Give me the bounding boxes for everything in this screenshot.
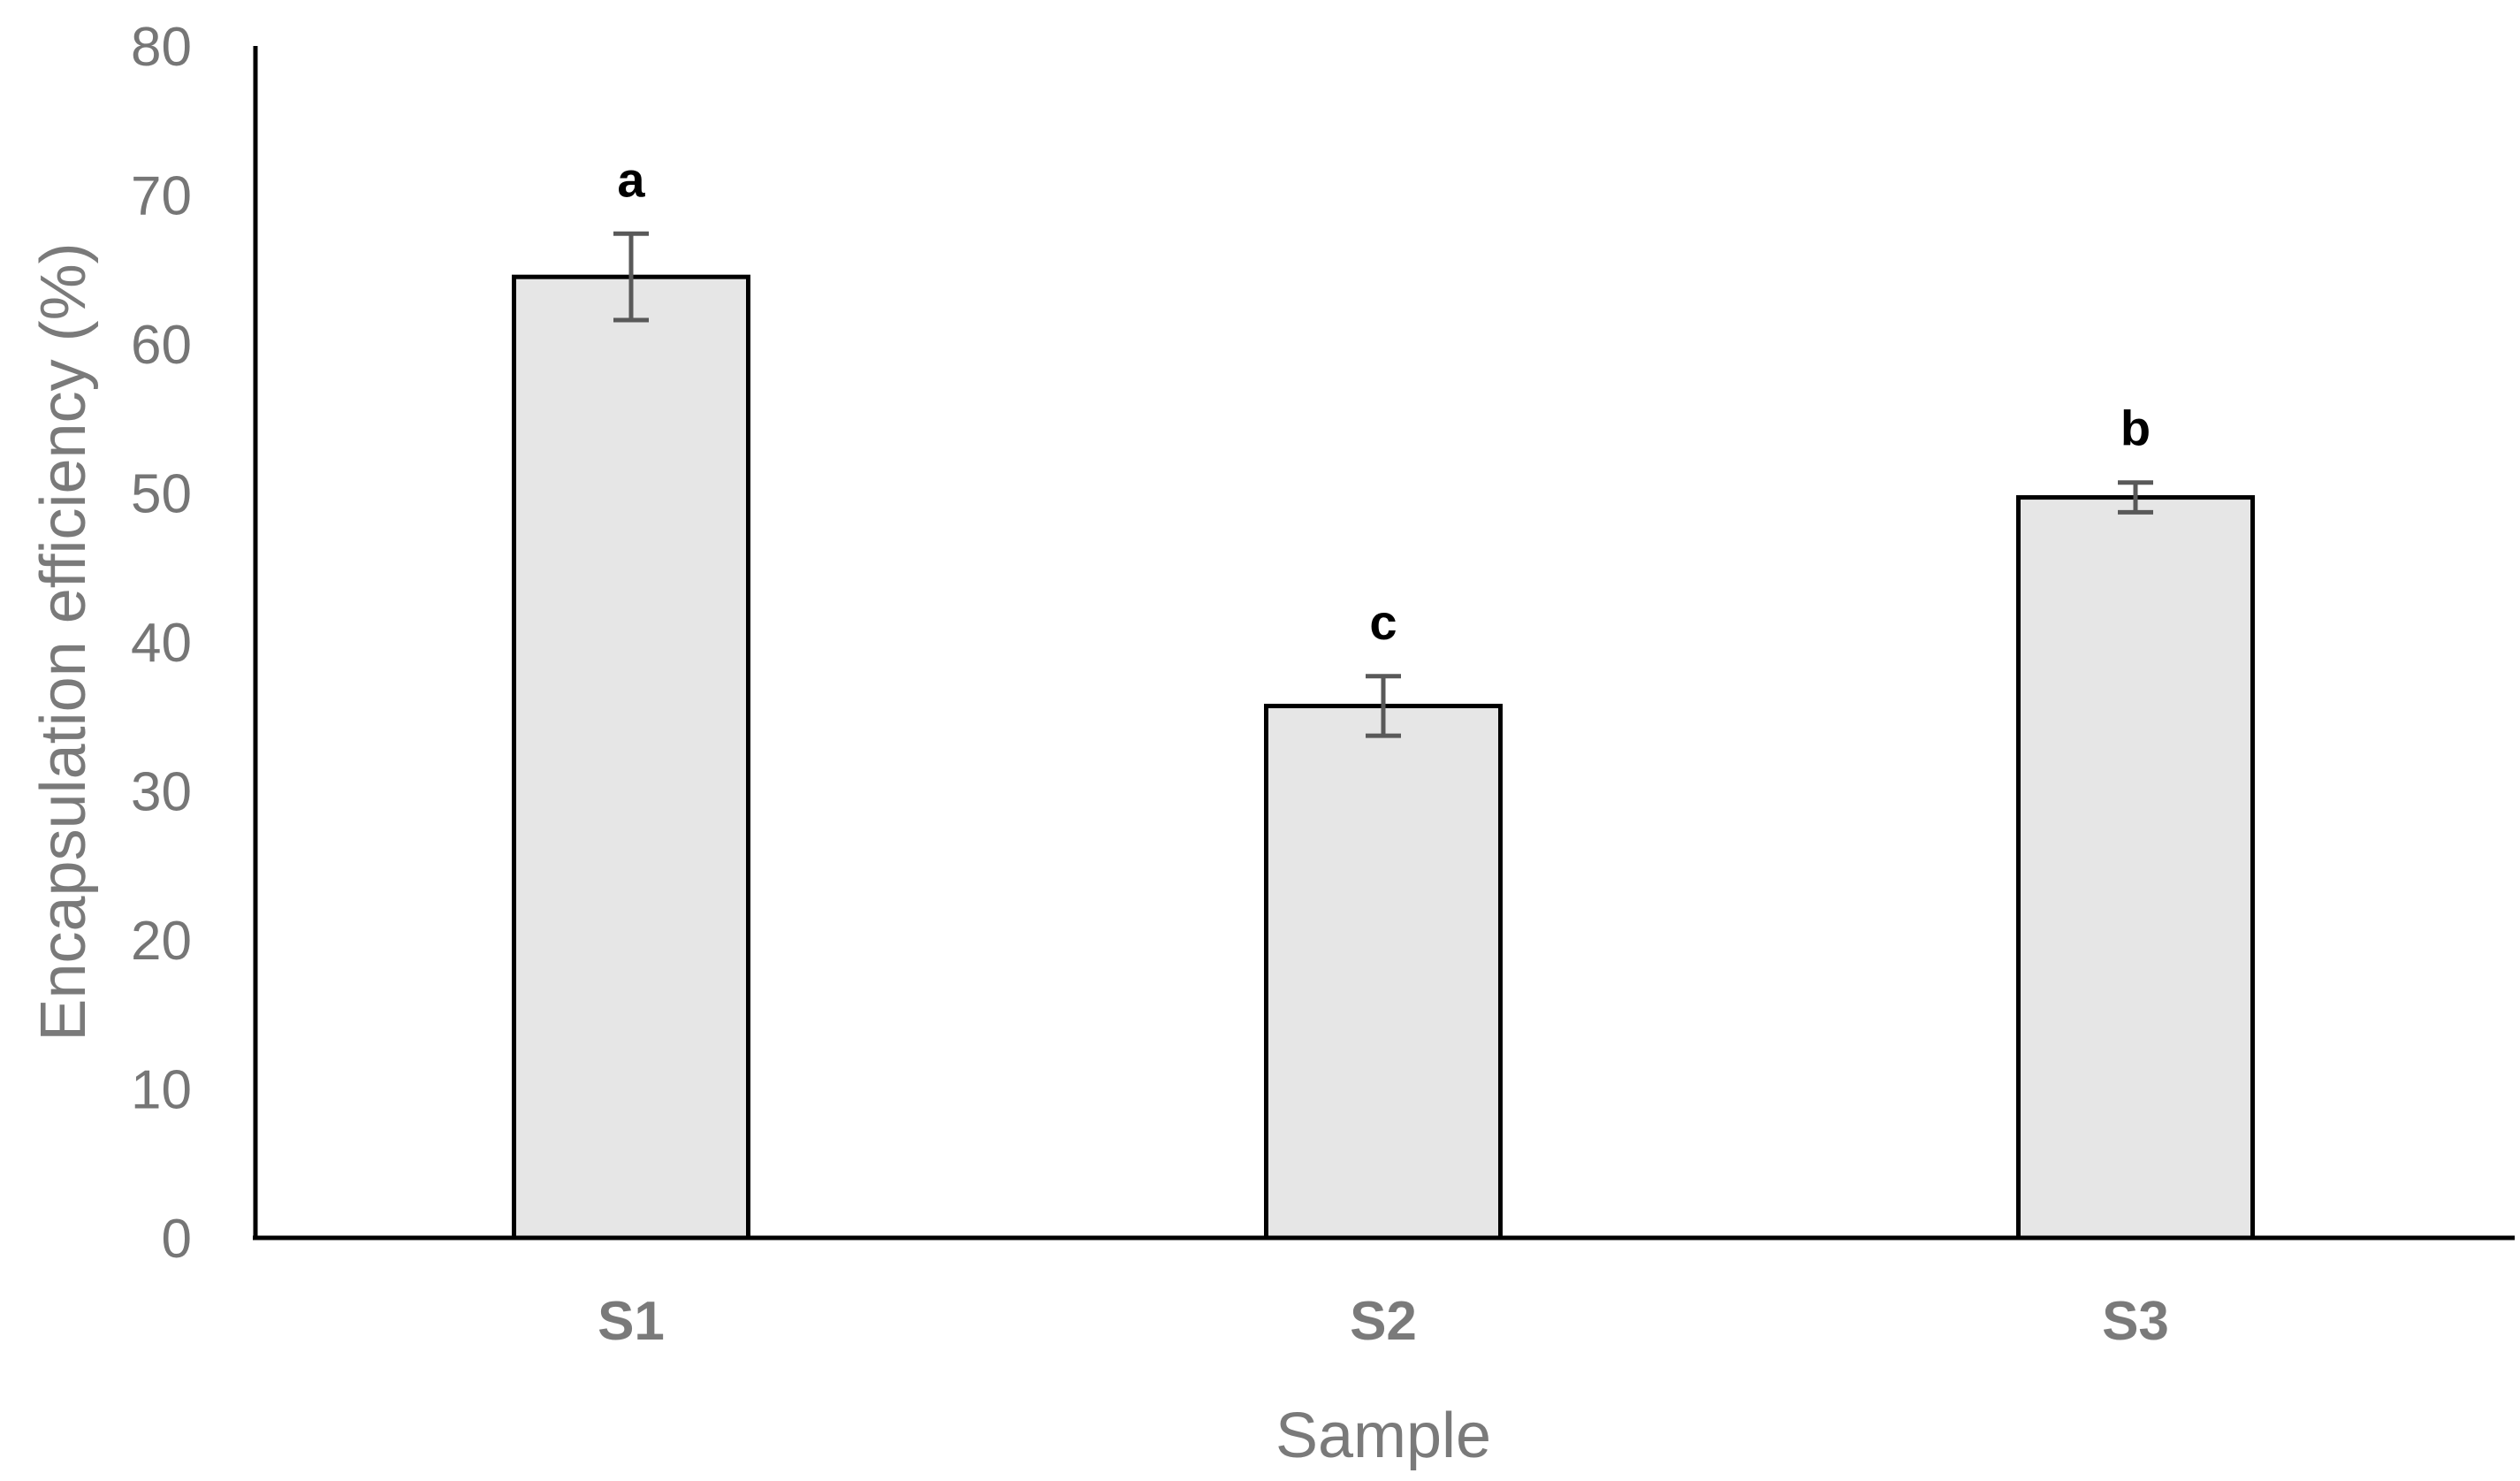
significance-label-s1: a [617, 151, 645, 207]
bar-s2 [1264, 703, 1503, 1241]
bar-s3 [2016, 495, 2255, 1241]
y-tick-label: 60 [131, 315, 192, 376]
y-tick-label: 70 [131, 166, 192, 227]
y-tick-label: 40 [131, 613, 192, 674]
x-tick-label-s2: S2 [1350, 1291, 1417, 1352]
y-axis-ticks: 0 10 20 30 40 50 60 70 80 [131, 17, 192, 1270]
bars [512, 274, 2255, 1241]
y-axis-title: Encapsulation efficiency (%) [28, 242, 99, 1041]
significance-label-s3: b [2120, 401, 2151, 456]
y-tick-label: 20 [131, 911, 192, 972]
x-tick-label-s3: S3 [2102, 1291, 2169, 1352]
bar-s1 [512, 274, 750, 1241]
y-tick-label: 80 [131, 17, 192, 78]
significance-labels: a c b [617, 151, 2151, 649]
y-tick-label: 30 [131, 762, 192, 823]
error-bar-s3 [2118, 480, 2153, 515]
x-tick-label-s1: S1 [598, 1291, 665, 1352]
error-bar-s1 [613, 231, 649, 323]
y-tick-label: 10 [131, 1060, 192, 1121]
y-tick-label: 50 [131, 464, 192, 525]
y-tick-label: 0 [162, 1209, 192, 1270]
error-bar-s2 [1366, 674, 1401, 738]
error-bars [613, 231, 2153, 738]
x-axis-ticks: S1 S2 S3 [598, 1291, 2169, 1352]
x-axis-title: Sample [1275, 1401, 1491, 1471]
significance-label-s2: c [1369, 594, 1397, 650]
